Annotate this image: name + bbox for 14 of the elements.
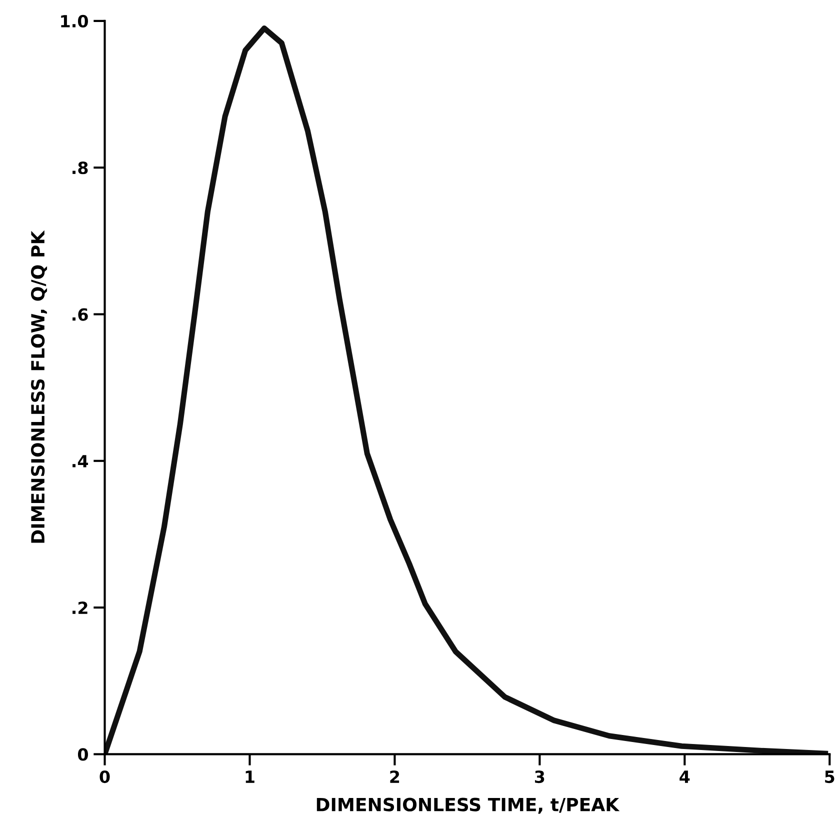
y-tick-label: 0 xyxy=(78,748,88,761)
y-tick-label: .4 xyxy=(72,455,88,468)
y-tick-label: .6 xyxy=(72,308,88,321)
x-tick-label: 0 xyxy=(100,770,110,784)
y-tick-label: 1.0 xyxy=(61,14,88,28)
x-tick-label: 2 xyxy=(390,770,400,783)
x-axis-title: DIMENSIONLESS TIME, t/PEAK xyxy=(316,798,620,814)
x-tick-label: 5 xyxy=(825,770,834,784)
x-tick-label: 4 xyxy=(680,770,690,783)
y-tick-label: .8 xyxy=(72,162,88,174)
y-axis-title: DIMENSIONLESS FLOW, Q/Q PK xyxy=(30,230,48,543)
y-tick-label: .2 xyxy=(72,602,88,614)
x-tick-label: 3 xyxy=(534,770,544,784)
x-tick-label: 1 xyxy=(246,770,254,783)
